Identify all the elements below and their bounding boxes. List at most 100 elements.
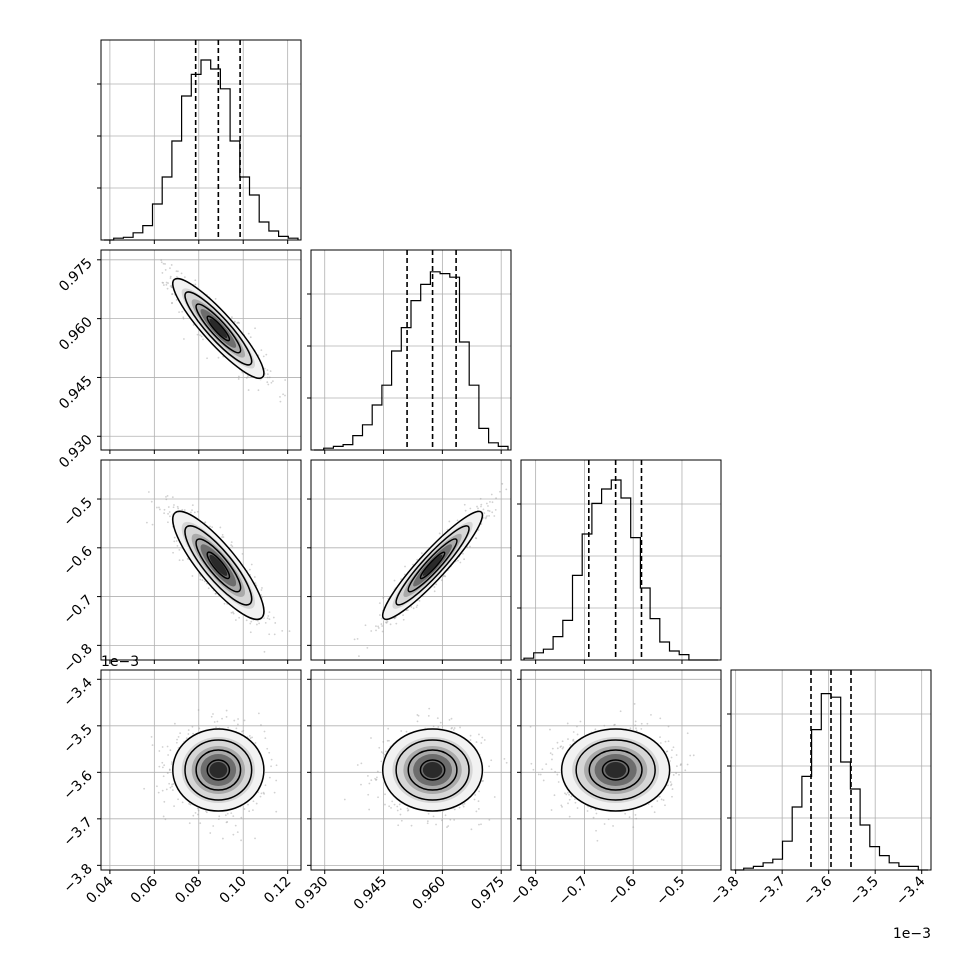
histogram-3 (524, 480, 718, 660)
sample-point (464, 504, 466, 506)
sample-point (501, 483, 503, 485)
sample-point (215, 298, 217, 300)
sample-point (164, 509, 166, 511)
sample-point (249, 569, 251, 571)
sample-point (428, 813, 430, 815)
sample-point (247, 804, 249, 806)
sample-point (160, 259, 162, 261)
sample-point (265, 354, 267, 356)
sample-point (253, 800, 255, 802)
sample-point (367, 775, 369, 777)
sample-point (204, 521, 206, 523)
sample-point (178, 311, 180, 313)
y-tick-label: −3.6 (60, 768, 95, 803)
sample-point (569, 816, 571, 818)
sample-point (650, 714, 652, 716)
sample-point (227, 813, 229, 815)
sample-point (256, 803, 258, 805)
sample-point (237, 724, 239, 726)
sample-point (190, 512, 192, 514)
sample-point (172, 552, 174, 554)
sample-point (408, 809, 410, 811)
sample-point (427, 820, 429, 822)
sample-point (670, 784, 672, 786)
sample-point (231, 545, 233, 547)
sample-point (249, 735, 251, 737)
sample-point (370, 630, 372, 632)
sample-point (267, 384, 269, 386)
sample-point (221, 536, 223, 538)
sample-point (168, 506, 170, 508)
sample-point (506, 762, 508, 764)
sample-point (192, 733, 194, 735)
sample-point (167, 754, 169, 756)
sample-point (266, 748, 268, 750)
sample-point (176, 739, 178, 741)
histogram-2 (314, 272, 508, 450)
sample-point (418, 715, 420, 717)
sample-point (167, 521, 169, 523)
sample-point (406, 731, 408, 733)
sample-point (587, 810, 589, 812)
axes-frame (311, 250, 511, 450)
sample-point (469, 546, 471, 548)
y-tick-label: −3.7 (60, 814, 95, 849)
sample-point (172, 496, 174, 498)
sample-point (156, 507, 158, 509)
x-tick-label: 0.975 (468, 874, 508, 914)
sample-point (435, 583, 437, 585)
sample-point (163, 764, 165, 766)
sample-point (377, 796, 379, 798)
sample-point (192, 726, 194, 728)
sample-point (231, 612, 233, 614)
sample-point (434, 586, 436, 588)
sample-point (273, 617, 275, 619)
sample-point (269, 611, 271, 613)
sample-point (169, 749, 171, 751)
sample-point (211, 526, 213, 528)
sample-point (267, 615, 269, 617)
sample-point (268, 633, 270, 635)
density-level-5 (209, 762, 227, 778)
sample-point (439, 533, 441, 535)
sample-point (165, 284, 167, 286)
sample-point (612, 825, 614, 827)
sample-point (187, 733, 189, 735)
sample-point (248, 333, 250, 335)
sample-point (216, 721, 218, 723)
sample-point (226, 716, 228, 718)
sample-point (396, 806, 398, 808)
sample-point (263, 355, 265, 357)
sample-point (159, 509, 161, 511)
sample-point (441, 819, 443, 821)
sample-point (251, 564, 253, 566)
sample-point (197, 511, 199, 513)
sample-point (225, 814, 227, 816)
sample-point (260, 796, 262, 798)
sample-point (387, 728, 389, 730)
sample-point (441, 579, 443, 581)
sample-point (368, 783, 370, 785)
sample-point (381, 751, 383, 753)
sample-point (490, 759, 492, 761)
sample-point (260, 349, 262, 351)
sample-point (411, 825, 413, 827)
sample-point (488, 819, 490, 821)
sample-point (194, 284, 196, 286)
sample-point (370, 737, 372, 739)
sample-point (344, 799, 346, 801)
sample-point (437, 726, 439, 728)
sample-point (382, 752, 384, 754)
sample-point (673, 746, 675, 748)
sample-point (596, 813, 598, 815)
x-tick-label: 0.960 (410, 874, 450, 914)
sample-point (244, 808, 246, 810)
sample-point (407, 609, 409, 611)
sample-point (457, 520, 459, 522)
sample-point (268, 752, 270, 754)
sample-point (486, 515, 488, 517)
sample-point (179, 559, 181, 561)
sample-point (419, 600, 421, 602)
sample-point (158, 507, 160, 509)
sample-point (603, 725, 605, 727)
